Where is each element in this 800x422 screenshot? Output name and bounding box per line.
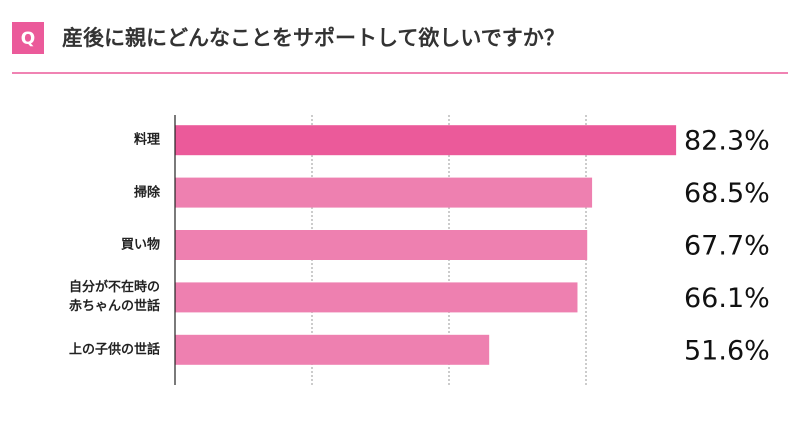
bar [175, 334, 490, 365]
category-label: 料理 [133, 132, 160, 148]
value-label: 66.1% [684, 283, 770, 314]
category-label: 自分が不在時の 赤ちゃんの世話 [68, 280, 160, 315]
value-label: 67.7% [684, 231, 770, 262]
value-label: 51.6% [684, 335, 770, 366]
category-label: 掃除 [133, 185, 160, 201]
bar [175, 177, 593, 208]
category-label: 買い物 [120, 237, 160, 253]
bar [175, 230, 588, 260]
chart-title: 産後に親にどんなことをサポートして欲しいですか？ [62, 26, 565, 50]
badge-bg [12, 22, 44, 54]
category-label: 上の子供の世話 [68, 342, 160, 358]
value-label: 68.5% [684, 178, 770, 209]
bar [175, 125, 677, 156]
bar [175, 282, 578, 313]
badge: Q [21, 29, 35, 49]
value-label: 82.3% [684, 126, 770, 157]
